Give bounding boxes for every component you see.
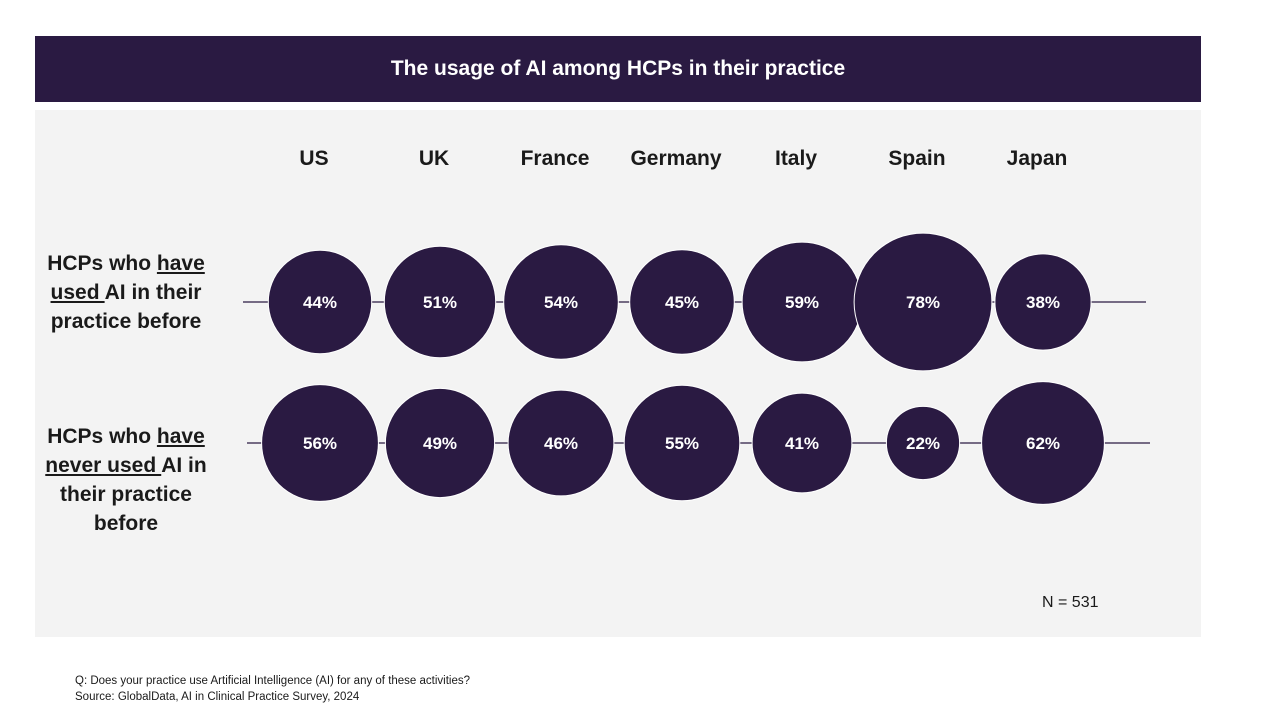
bubble-value-label: 55% (665, 434, 699, 453)
chart-title: The usage of AI among HCPs in their prac… (390, 57, 846, 80)
bubble-never-used-france (507, 389, 615, 497)
bubble-never-used-spain (885, 405, 961, 481)
sample-size: N = 531 (1042, 594, 1099, 611)
bubble-value-label: 45% (665, 293, 699, 312)
bubble-value-label: 78% (906, 293, 940, 312)
footnote-source: Source: GlobalData, AI in Clinical Pract… (75, 691, 360, 703)
bubble-value-label: 41% (785, 434, 819, 453)
country-label-italy: Italy (775, 147, 817, 170)
row-label-used: HCPs who have used AI in their practice … (47, 252, 205, 333)
bubble-used-france (503, 244, 619, 360)
bubble-never-used-germany (623, 384, 741, 502)
bubble-never-used-japan (981, 381, 1105, 505)
bubble-value-label: 54% (544, 293, 578, 312)
country-label-germany: Germany (630, 147, 721, 170)
bubble-used-germany (629, 249, 735, 355)
bubble-never-used-us (261, 384, 379, 502)
bubble-used-uk (383, 245, 497, 359)
bubble-never-used-uk (384, 387, 496, 499)
bubble-used-japan (994, 253, 1092, 351)
chart-title-banner: The usage of AI among HCPs in their prac… (35, 36, 1201, 102)
row-label-never-used: HCPs who have never used AI in their pra… (45, 425, 207, 535)
bubble-value-label: 51% (423, 293, 457, 312)
bubble-used-spain (853, 232, 993, 372)
country-label-uk: UK (419, 147, 449, 170)
bubble-value-label: 44% (303, 293, 337, 312)
bubble-value-label: 56% (303, 434, 337, 453)
bubble-value-label: 22% (906, 434, 940, 453)
bubble-value-label: 49% (423, 434, 457, 453)
bubble-value-label: 46% (544, 434, 578, 453)
bubble-used-us (267, 249, 373, 355)
country-label-spain: Spain (888, 147, 945, 170)
bubble-value-label: 59% (785, 293, 819, 312)
bubble-value-label: 38% (1026, 293, 1060, 312)
footnote: Q: Does your practice use Artificial Int… (75, 673, 470, 705)
country-label-france: France (521, 147, 590, 170)
chart-panel (35, 110, 1201, 637)
country-label-us: US (299, 147, 328, 170)
country-label-japan: Japan (1007, 147, 1068, 170)
bubble-value-label: 62% (1026, 434, 1060, 453)
footnote-question: Q: Does your practice use Artificial Int… (75, 675, 471, 687)
bubble-never-used-italy (751, 392, 853, 494)
